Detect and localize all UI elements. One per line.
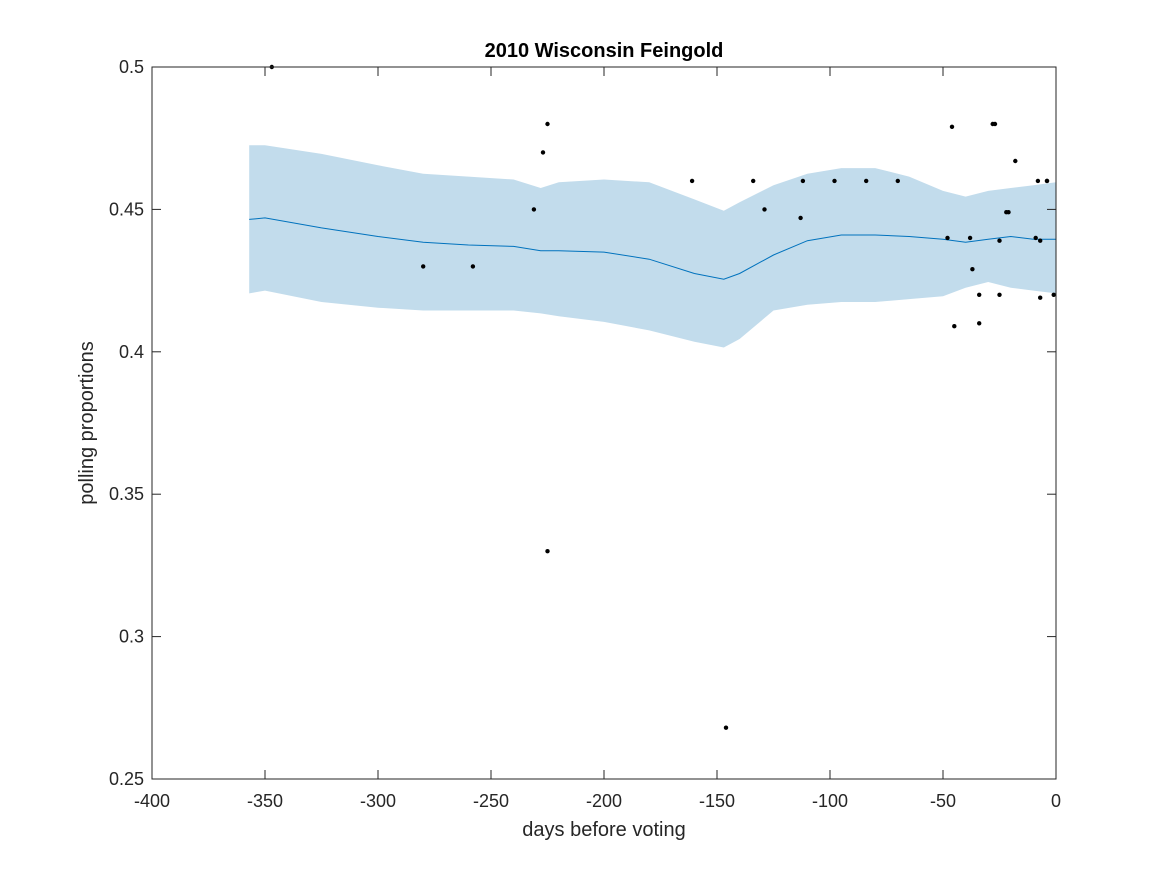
data-point xyxy=(1038,295,1043,300)
x-tick-label: -300 xyxy=(360,791,396,811)
x-tick-label: 0 xyxy=(1051,791,1061,811)
y-tick-label: 0.25 xyxy=(109,769,144,789)
data-point xyxy=(531,207,537,212)
data-point xyxy=(723,725,729,730)
data-point xyxy=(800,178,806,184)
data-point xyxy=(952,324,957,329)
confidence-band-layer xyxy=(249,145,1056,348)
data-point xyxy=(751,178,756,184)
data-point xyxy=(1051,292,1056,297)
y-axis-label: polling proportions xyxy=(76,341,98,504)
x-tick-label: -400 xyxy=(134,791,170,811)
x-tick-label: -250 xyxy=(473,791,509,811)
data-point xyxy=(949,124,955,129)
data-point xyxy=(967,235,973,241)
data-point xyxy=(1006,210,1011,215)
x-tick-label: -50 xyxy=(930,791,956,811)
fit-line xyxy=(249,217,1056,280)
ticks: -400 -350 -300 -250 -200 -150 -100 -50 0 0.25 0.3 0… xyxy=(109,57,1061,811)
data-point xyxy=(1013,158,1018,164)
data-point xyxy=(762,207,767,212)
data-point xyxy=(997,238,1002,243)
y-tick-label: 0.3 xyxy=(119,627,144,647)
data-point xyxy=(1038,238,1043,243)
y-tick-label: 0.35 xyxy=(109,484,144,504)
fit-line-layer xyxy=(249,217,1056,280)
x-tick-label: -100 xyxy=(812,791,848,811)
confidence-band xyxy=(249,145,1056,348)
data-point xyxy=(798,215,803,221)
x-tick-label: -200 xyxy=(586,791,622,811)
data-point xyxy=(990,121,995,127)
data-point xyxy=(421,264,426,269)
data-point xyxy=(970,267,975,272)
data-point xyxy=(977,321,982,326)
y-tick-label: 0.5 xyxy=(119,57,144,77)
data-point xyxy=(997,292,1002,297)
data-point xyxy=(1035,178,1041,184)
data-point xyxy=(689,178,695,184)
data-point xyxy=(1033,235,1038,241)
x-axis-label: days before voting xyxy=(522,819,685,841)
data-point xyxy=(1044,178,1050,184)
data-point xyxy=(470,264,476,269)
y-tick-label: 0.4 xyxy=(119,342,144,362)
data-point xyxy=(832,178,837,184)
data-point xyxy=(895,178,900,184)
y-tick-label: 0.45 xyxy=(109,199,144,219)
data-point xyxy=(545,549,550,554)
data-points-layer xyxy=(269,64,1056,730)
data-point xyxy=(540,150,546,155)
data-point xyxy=(945,235,950,241)
data-point xyxy=(977,292,982,297)
x-tick-label: -150 xyxy=(699,791,735,811)
data-point xyxy=(545,121,550,127)
x-tick-label: -350 xyxy=(247,791,283,811)
data-point xyxy=(864,178,869,184)
chart-title: 2010 Wisconsin Feingold xyxy=(485,40,724,62)
